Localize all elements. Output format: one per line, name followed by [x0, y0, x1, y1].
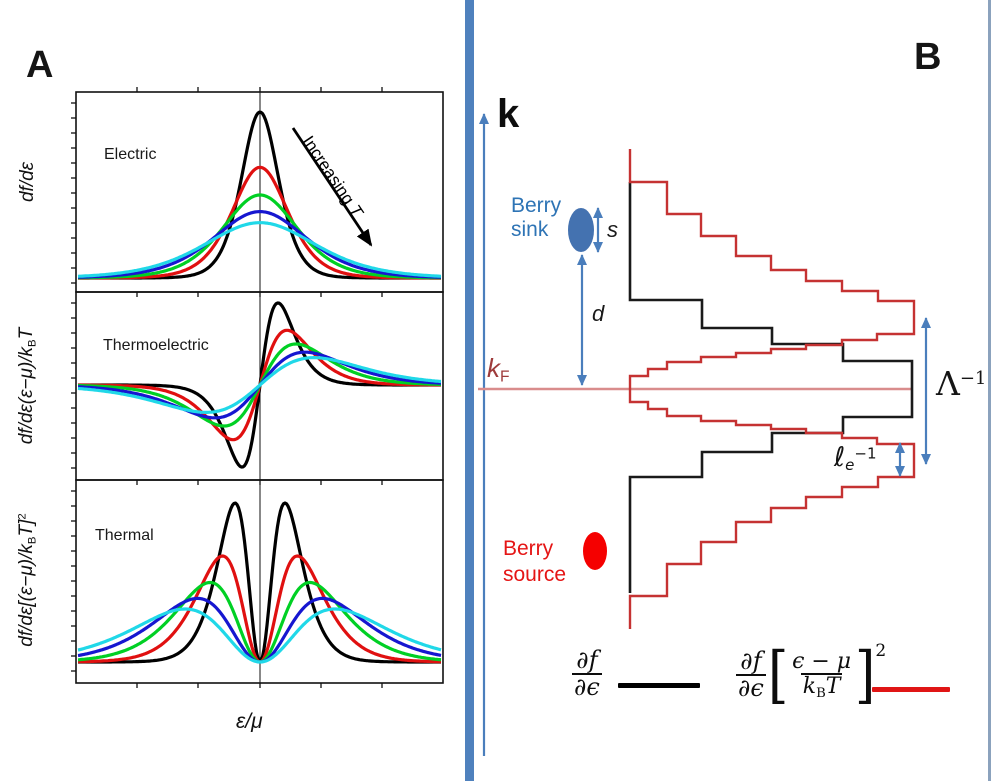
red-step-curve [628, 149, 916, 629]
x-axis-label: ε/μ [236, 710, 263, 733]
temperature-curves [77, 110, 442, 664]
y-axis-label-electric: df/dε [17, 102, 43, 262]
y-axis-label-electric-text: df/dε [17, 161, 38, 203]
electric-plot-label: Electric [104, 146, 157, 163]
legend-black-swatch [618, 683, 700, 688]
axis-ticks [71, 87, 383, 688]
legend-black-formula: ∂f ∂ϵ [572, 646, 602, 702]
panel-a-label: A [26, 44, 54, 86]
dimension-arrows [577, 207, 931, 477]
berry-source-ellipse [583, 532, 607, 570]
legend-red-swatch [872, 687, 950, 692]
figure-right-border [988, 0, 991, 781]
left-bracket: [ [767, 638, 789, 711]
legend-red-formula: ∂f ∂ϵ [ ϵ − μ kBT ] 2 [736, 638, 887, 711]
thermoelectric-plot-label: Thermoelectric [103, 337, 209, 354]
k-axis-label: k [497, 92, 520, 136]
curve-thermal-highest-T [77, 607, 442, 664]
berry-source-label: Berry source [503, 537, 567, 586]
panel-b-label: B [914, 36, 942, 78]
thermal-plot-label: Thermal [95, 527, 154, 544]
curve-electric-T-4 [77, 210, 442, 279]
curve-thermoelectric-highest-T [77, 356, 442, 414]
fermi-level-label: kF [487, 353, 510, 386]
curve-electric-T-2 [77, 165, 442, 280]
black-step-curve [628, 182, 914, 593]
curve-electric-highest-T [77, 221, 442, 278]
panel-divider [465, 0, 474, 781]
lambda-inverse-label: Λ−1 [936, 364, 987, 403]
ell-e-inverse-label: ℓe−1 [834, 442, 877, 474]
step-histograms [628, 149, 916, 629]
y-axis-label-thermal: df/dε[(ε−μ)/kBT]2 [16, 513, 39, 647]
berry-sink-label: Berry sink [511, 194, 562, 241]
d-distance-label: d [592, 301, 605, 326]
curve-electric-T-3 [77, 193, 442, 280]
s-distance-label: s [607, 217, 618, 242]
increasing-t-arrow [291, 127, 373, 247]
berry-ellipses [568, 208, 607, 570]
berry-sink-ellipse [568, 208, 594, 252]
squared-exponent: 2 [875, 641, 887, 661]
right-bracket: ] [854, 638, 876, 711]
